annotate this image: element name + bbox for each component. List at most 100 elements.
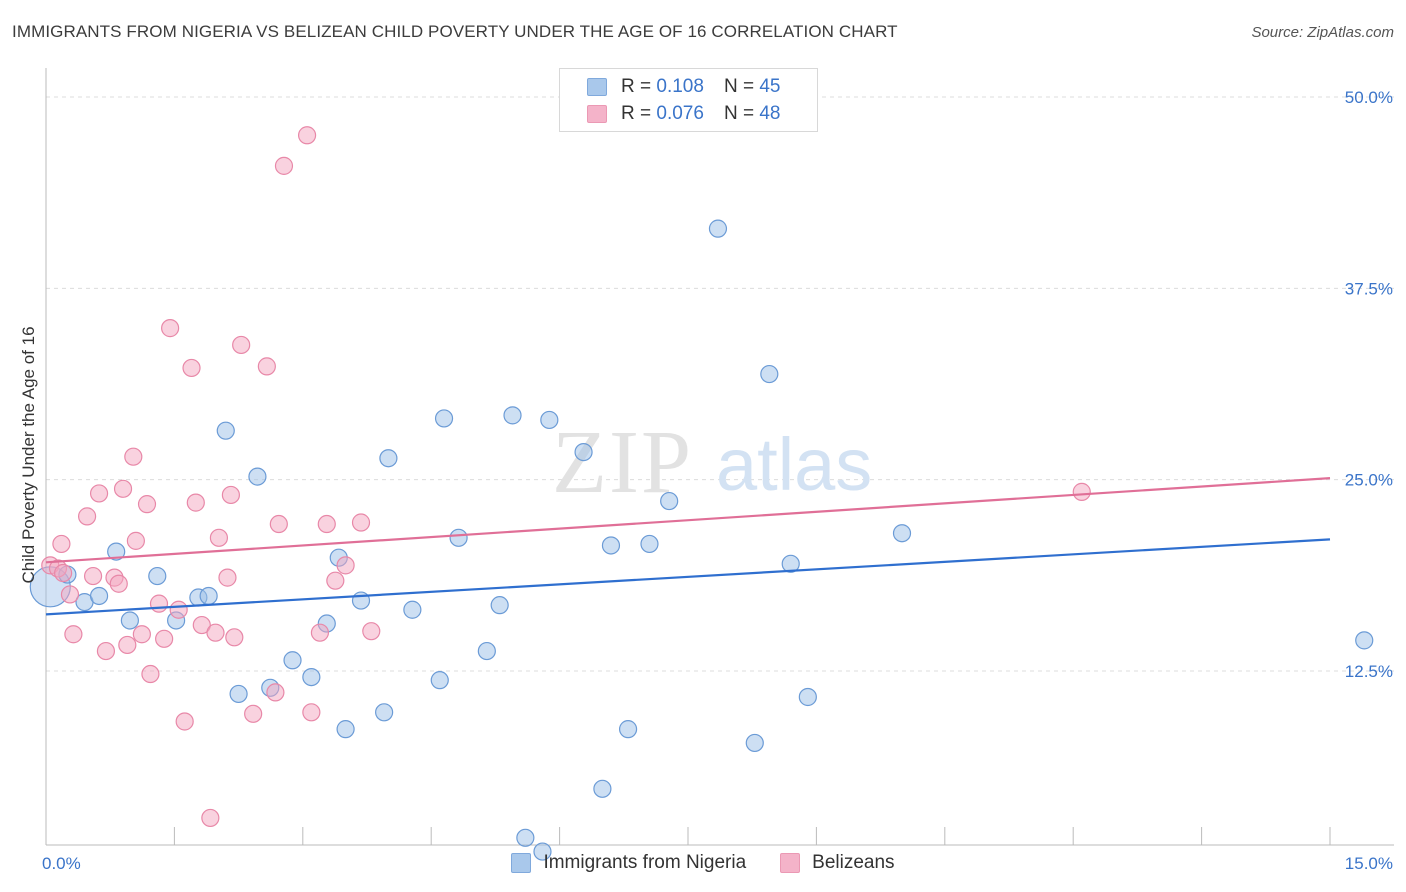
data-point [660,491,679,511]
data-point [310,623,330,642]
data-point [449,528,468,547]
series-nigeria-points [29,219,1374,861]
data-point [120,611,139,630]
r-value: 0.076 [656,103,704,124]
data-point [124,447,143,466]
data-point [148,566,167,586]
data-point [477,641,496,661]
trend-lines [45,477,1331,616]
series-legend: Immigrants from Nigeria Belizeans [0,852,1406,874]
data-point [593,779,612,798]
data-point [317,514,336,534]
data-point [89,586,109,606]
data-point [225,628,244,647]
data-point [199,586,218,606]
legend-swatch-nigeria [511,853,532,873]
data-point [798,687,817,707]
data-point [297,126,317,145]
data-point [490,596,509,615]
y-tick-label: 37.5% [1345,279,1393,298]
data-point [326,571,345,590]
data-point [209,528,229,547]
data-point [201,808,220,828]
trend-line [45,538,1331,616]
legend-label-nigeria: Immigrants from Nigeria [543,852,747,873]
data-point [83,566,103,586]
data-point [60,585,80,604]
axes [45,68,1394,846]
legend-swatch-belizeans [780,853,801,873]
legend-item-nigeria: Immigrants from Nigeria [511,852,746,874]
n-label: N = [723,76,755,97]
data-point [1072,482,1091,501]
trend-line [45,477,1331,564]
data-point [375,703,394,722]
data-point [503,406,522,425]
data-point [601,536,621,555]
data-point [248,467,267,486]
data-point [708,219,728,238]
data-point [302,667,321,687]
data-point [161,319,180,338]
data-point [403,600,422,619]
y-tick-label: 12.5% [1345,662,1393,681]
data-point [118,635,137,655]
gridlines [46,96,1394,672]
data-point [89,484,109,503]
stats-legend: R = 0.108 N = 45 R = 0.076 N = 48 [559,68,818,132]
x-tick-label: 0.0% [42,854,81,873]
r-value: 0.108 [656,76,704,97]
data-point [132,625,151,644]
stats-legend-row-nigeria: R = 0.108 N = 45 [587,75,780,99]
data-point [745,733,764,753]
data-point [379,449,398,468]
data-point [54,563,73,583]
data-point [302,703,321,722]
data-point [618,720,638,739]
data-point [574,442,593,462]
data-point [540,410,559,430]
r-label: R = [621,76,652,97]
data-point [175,712,194,731]
data-point [351,513,371,532]
data-point [892,524,912,543]
belizeans-swatch [587,105,607,123]
legend-item-belizeans: Belizeans [780,852,895,874]
data-point [232,335,251,355]
data-point [336,720,355,739]
y-tick-label: 25.0% [1345,471,1393,490]
data-point [182,358,201,378]
data-point [186,493,205,512]
stats-legend-row-belizeans: R = 0.076 N = 48 [587,102,780,126]
data-point [430,671,449,690]
n-value: 48 [759,103,781,124]
n-label: N = [723,103,755,124]
data-point [169,600,188,619]
r-label: R = [621,103,652,124]
chart-title: IMMIGRANTS FROM NIGERIA VS BELIZEAN CHIL… [12,22,898,41]
data-point [149,594,169,613]
data-point [283,651,302,670]
data-point [516,828,535,847]
data-point [266,683,285,702]
series-belizeans-points [41,126,1091,828]
data-point [192,615,211,635]
data-point [141,664,160,684]
data-point [362,622,381,641]
watermark-atlas: atlas [716,423,872,506]
data-point [336,556,355,575]
y-axis-label: Child Poverty Under the Age of 16 [19,326,38,583]
data-point [155,629,174,648]
data-point [244,704,263,723]
data-point [113,479,133,498]
data-point [269,514,288,534]
data-point [109,574,128,593]
nigeria-swatch [587,78,607,96]
n-value: 45 [759,76,781,97]
y-tick-label: 50.0% [1345,88,1393,107]
data-point [206,623,225,642]
data-point [77,507,97,526]
x-tick-labels: 0.0% 15.0% [42,854,1393,873]
data-point [107,542,126,561]
